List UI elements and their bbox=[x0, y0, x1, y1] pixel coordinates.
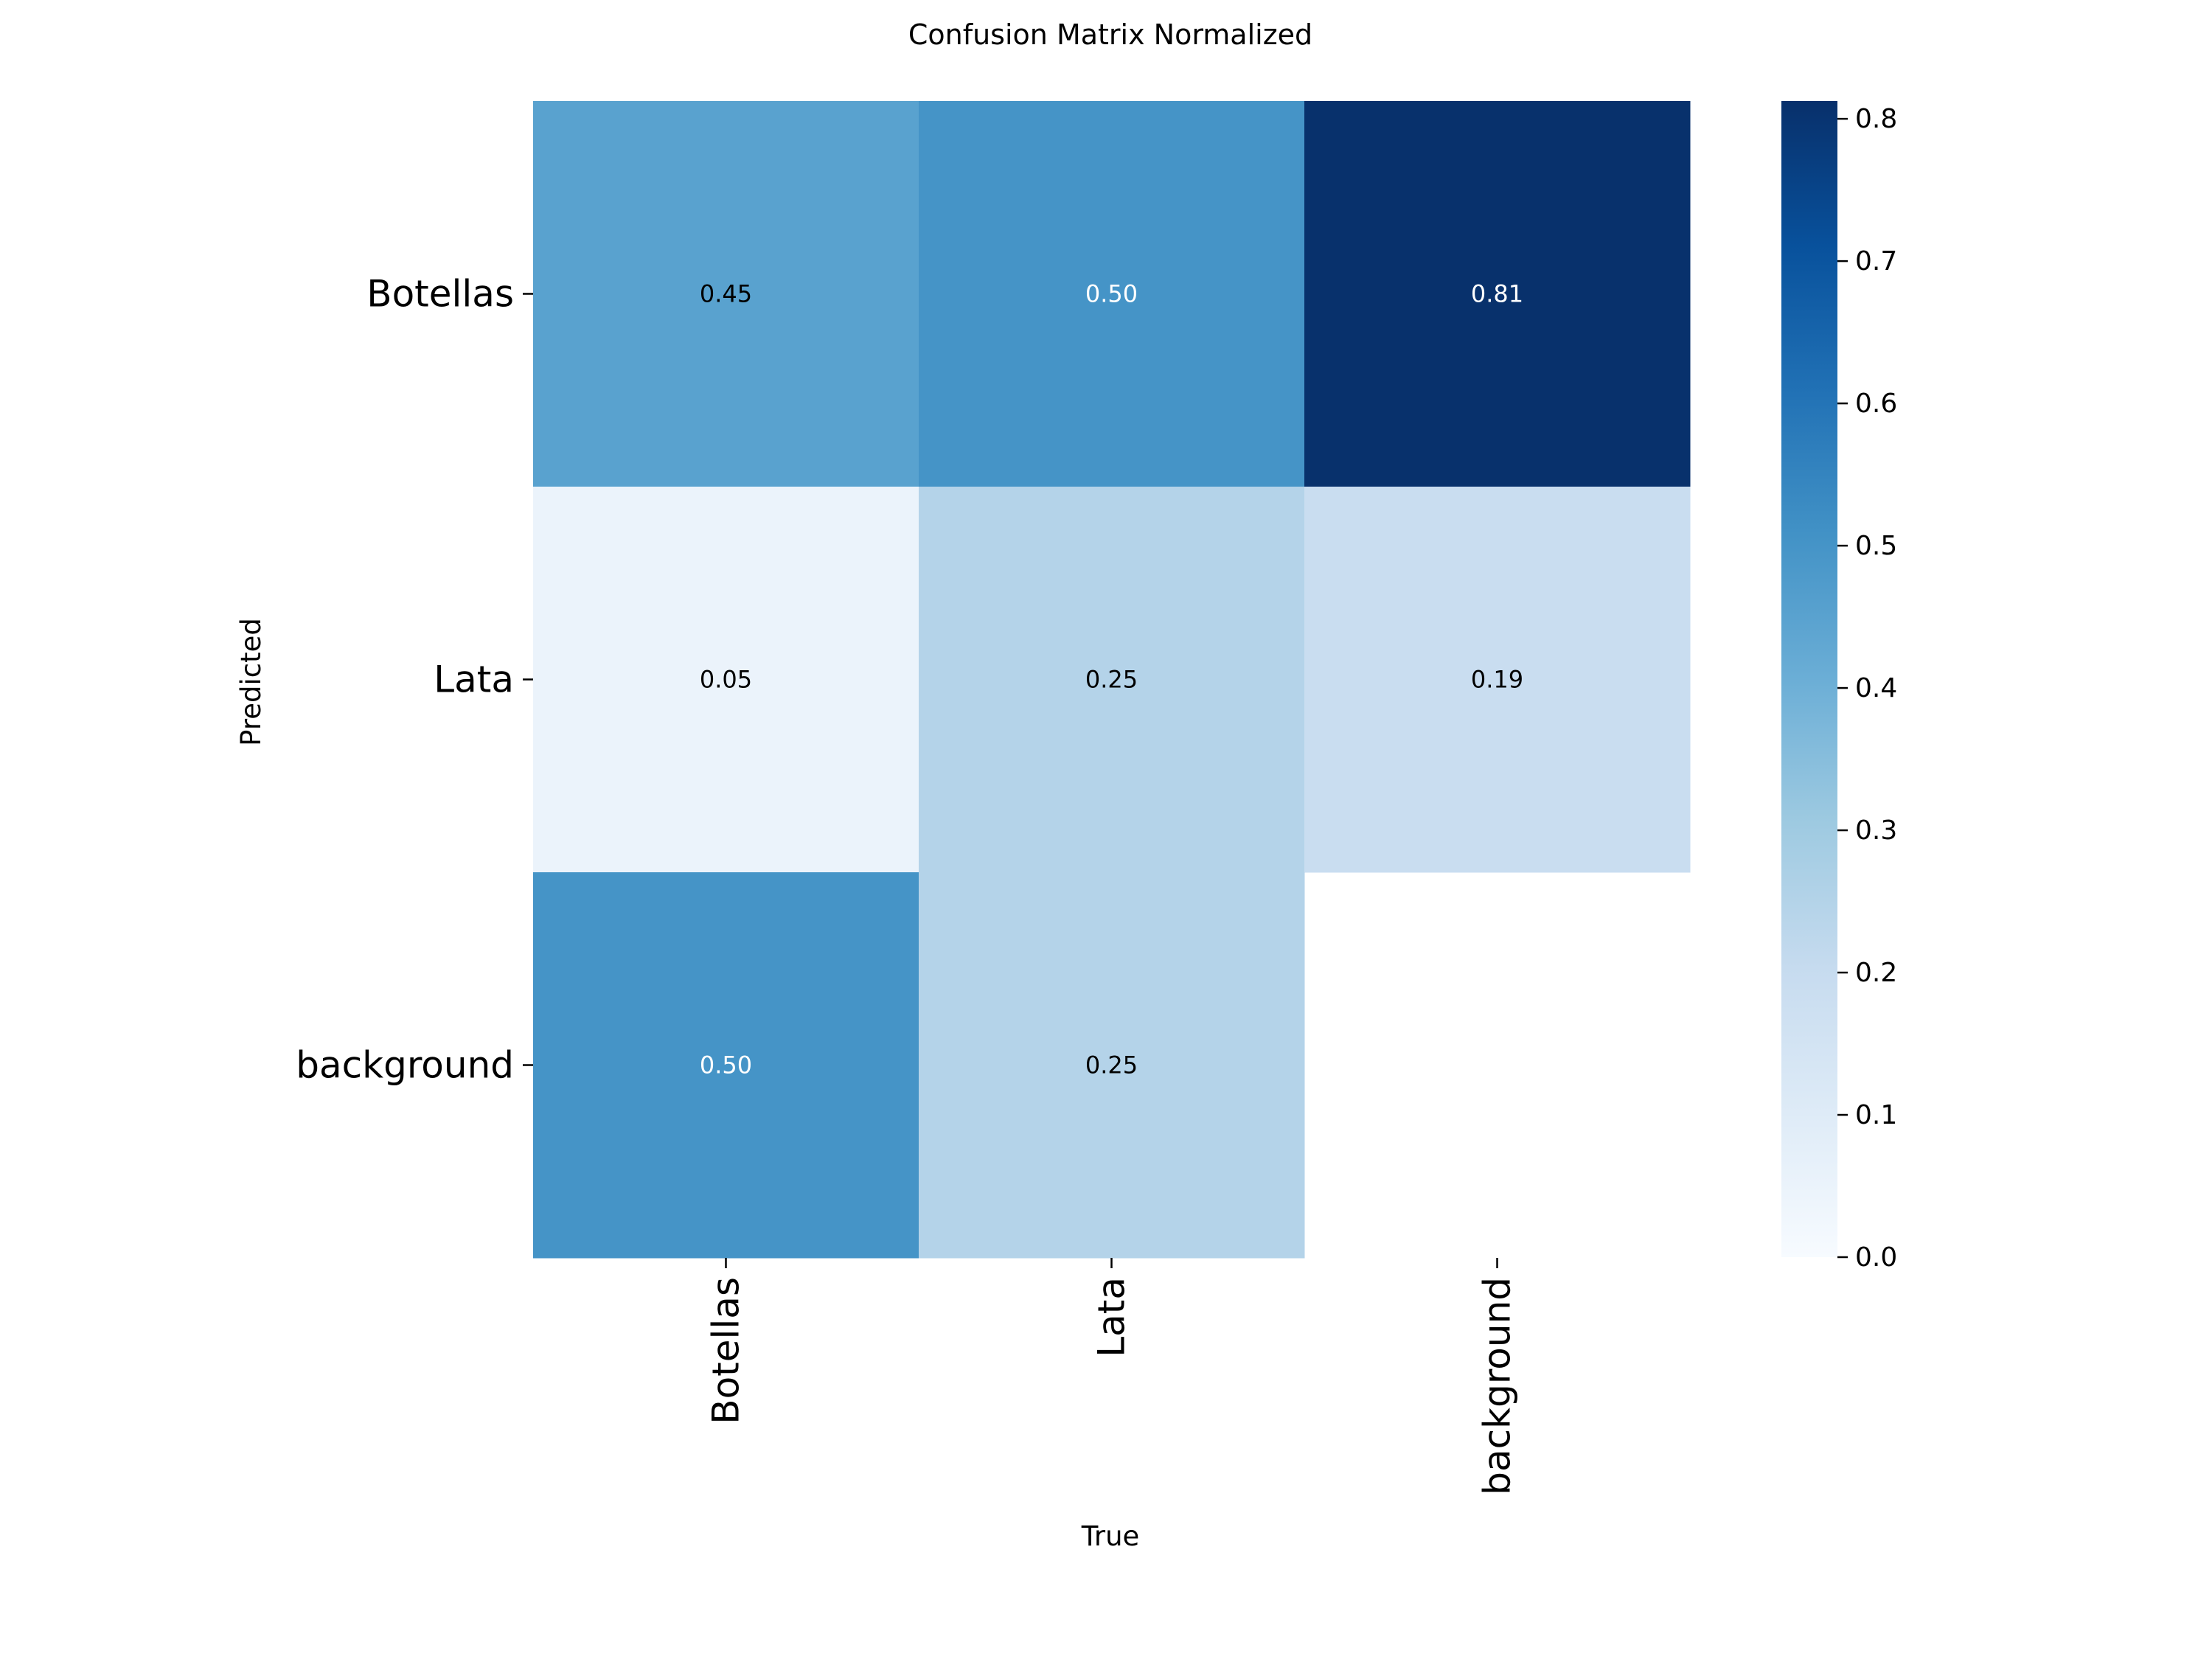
colorbar-tick-label: 0.6 bbox=[1855, 389, 1897, 419]
colorbar-tick-label: 0.8 bbox=[1855, 104, 1897, 134]
colorbar-tick-label: 0.2 bbox=[1855, 958, 1897, 988]
heatmap-cell-lata-lata bbox=[919, 487, 1305, 873]
colorbar-tick-label: 0.1 bbox=[1855, 1100, 1897, 1130]
colorbar bbox=[1781, 101, 1837, 1257]
cell-value-label: 0.50 bbox=[700, 1051, 752, 1079]
colorbar-tick-label: 0.5 bbox=[1855, 531, 1897, 561]
cell-value-label: 0.25 bbox=[1085, 1051, 1138, 1079]
heatmap-cell-labels: 0.45 0.50 0.81 0.05 0.25 0.19 0.50 0.25 bbox=[700, 280, 1523, 1079]
colorbar-ticks: 0.0 0.1 0.2 0.3 0.4 0.5 0.6 0.7 0.8 bbox=[1837, 104, 1897, 1273]
x-tick-label: Lata bbox=[1091, 1277, 1133, 1357]
colorbar-tick-label: 0.0 bbox=[1855, 1242, 1897, 1273]
heatmap-cell-background-botellas bbox=[533, 872, 919, 1259]
heatmap-cell-lata-background bbox=[1304, 487, 1691, 873]
cell-value-label: 0.50 bbox=[1085, 280, 1138, 308]
heatmap-cell-botellas-lata bbox=[919, 101, 1305, 487]
x-tick-label: Botellas bbox=[705, 1277, 748, 1425]
colorbar-tick-label: 0.4 bbox=[1855, 673, 1897, 703]
x-axis-ticks: Botellas Lata background bbox=[705, 1258, 1519, 1495]
y-axis-label: Predicted bbox=[235, 618, 267, 746]
heatmap-cell-lata-botellas bbox=[533, 487, 919, 873]
heatmap-cell-botellas-botellas bbox=[533, 101, 919, 487]
heatmap-cell-botellas-background bbox=[1304, 101, 1691, 487]
cell-value-label: 0.05 bbox=[700, 666, 752, 694]
y-axis-ticks: Botellas Lata background bbox=[296, 273, 533, 1087]
cell-value-label: 0.19 bbox=[1471, 666, 1523, 694]
heatmap-cell-background-lata bbox=[919, 872, 1305, 1259]
heatmap-cells bbox=[533, 101, 1691, 1259]
x-tick-label: background bbox=[1476, 1277, 1519, 1495]
cell-value-label: 0.45 bbox=[700, 280, 752, 308]
x-axis-label: True bbox=[1081, 1520, 1140, 1552]
y-tick-label: Lata bbox=[434, 658, 514, 701]
cell-value-label: 0.25 bbox=[1085, 666, 1138, 694]
colorbar-tick-label: 0.3 bbox=[1855, 815, 1897, 846]
chart-title: Confusion Matrix Normalized bbox=[908, 18, 1312, 51]
cell-value-label: 0.81 bbox=[1471, 280, 1523, 308]
y-tick-label: Botellas bbox=[366, 273, 514, 316]
y-tick-label: background bbox=[296, 1044, 514, 1087]
colorbar-tick-label: 0.7 bbox=[1855, 246, 1897, 276]
